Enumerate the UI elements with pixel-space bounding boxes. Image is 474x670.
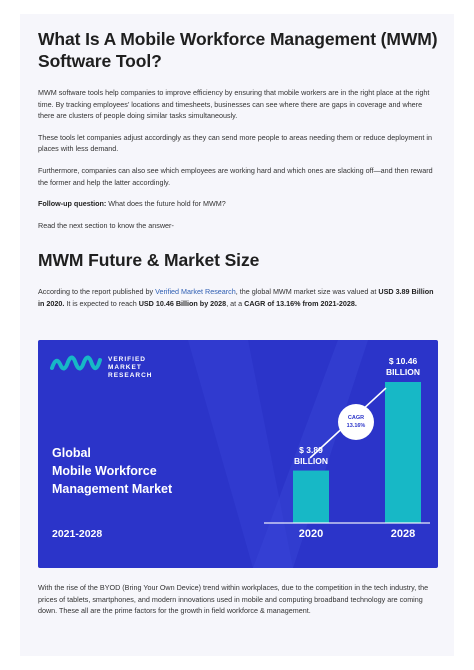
x-tick-2028: 2028: [390, 528, 416, 540]
cagr-badge: CAGR 13.16%: [338, 404, 374, 440]
bar-unit-2020: BILLION: [294, 455, 328, 466]
bar-value-label-2028: $ 10.46 BILLION: [373, 356, 433, 378]
intro-value-2020: USD 3.89 Billion in 2020.: [38, 287, 434, 308]
banner-title-line-3: Management Market: [52, 482, 173, 496]
followup-text: What does the future hold for MWM?: [106, 199, 226, 209]
bar-value-label-2020: $ 3.89 BILLION: [281, 445, 341, 467]
intro-text-2: , the global MWM market size was valued …: [235, 287, 379, 297]
paragraph-1: MWM software tools help companies to imp…: [38, 88, 430, 121]
intro-value-2028: USD 10.46 Billion by 2028: [138, 298, 227, 308]
logo-line-1: VERIFIED: [108, 356, 146, 363]
closing-paragraph: With the rise of the BYOD (Bring Your Ow…: [38, 583, 429, 616]
section-heading-mwm-tool: What Is A Mobile Workforce Management (M…: [38, 29, 438, 71]
logo-line-3: RESEARCH: [108, 372, 153, 379]
x-tick-2020: 2020: [298, 528, 324, 540]
bar-chart: [293, 382, 421, 523]
verified-market-research-link[interactable]: Verified Market Research: [155, 287, 236, 297]
bar-2020: [293, 470, 329, 523]
paragraph-5: Read the next section to know the answer…: [38, 220, 174, 230]
followup-paragraph: Follow-up question: What does the future…: [38, 198, 438, 210]
intro-value-cagr: CAGR of 13.16% from 2021-2028.: [244, 298, 357, 308]
cagr-label: CAGR: [347, 415, 365, 421]
cagr-value: 13.16%: [346, 423, 366, 429]
banner-title: Global Mobile Workforce Management Marke…: [52, 444, 172, 498]
logo-line-2: MARKET: [108, 364, 142, 371]
bar-value-2020: $ 3.89: [299, 444, 323, 455]
intro-text-4: , at a: [226, 298, 245, 308]
article-content: What Is A Mobile Workforce Management (M…: [38, 14, 438, 310]
intro-text-1: According to the report published by: [38, 287, 156, 297]
intro-text-3: It is expected to reach: [64, 298, 139, 308]
banner-years: 2021-2028: [52, 528, 103, 540]
document-page: What Is A Mobile Workforce Management (M…: [20, 14, 454, 656]
banner-title-line-1: Global: [52, 446, 91, 460]
vmr-logo-text: VERIFIED MARKET RESEARCH: [108, 356, 152, 380]
bar-2028: [385, 382, 421, 523]
bar-value-2028: $ 10.46: [388, 356, 418, 366]
bar-unit-2028: BILLION: [386, 367, 420, 377]
paragraph-2: These tools let companies adjust accordi…: [38, 132, 432, 154]
banner-title-line-2: Mobile Workforce: [52, 464, 157, 478]
market-intro-paragraph: According to the report published by Ver…: [38, 286, 438, 309]
paragraph-3: Furthermore, companies can also see whic…: [38, 165, 433, 187]
vmr-logo-icon: [50, 355, 102, 371]
section-heading-market-size: MWM Future & Market Size: [38, 250, 260, 271]
followup-label: Follow-up question:: [38, 199, 107, 209]
banner-background: [50, 340, 430, 568]
closing-section: With the rise of the BYOD (Bring Your Ow…: [38, 582, 438, 617]
market-banner-image: VERIFIED MARKET RESEARCH Global Mobile W…: [38, 340, 438, 568]
